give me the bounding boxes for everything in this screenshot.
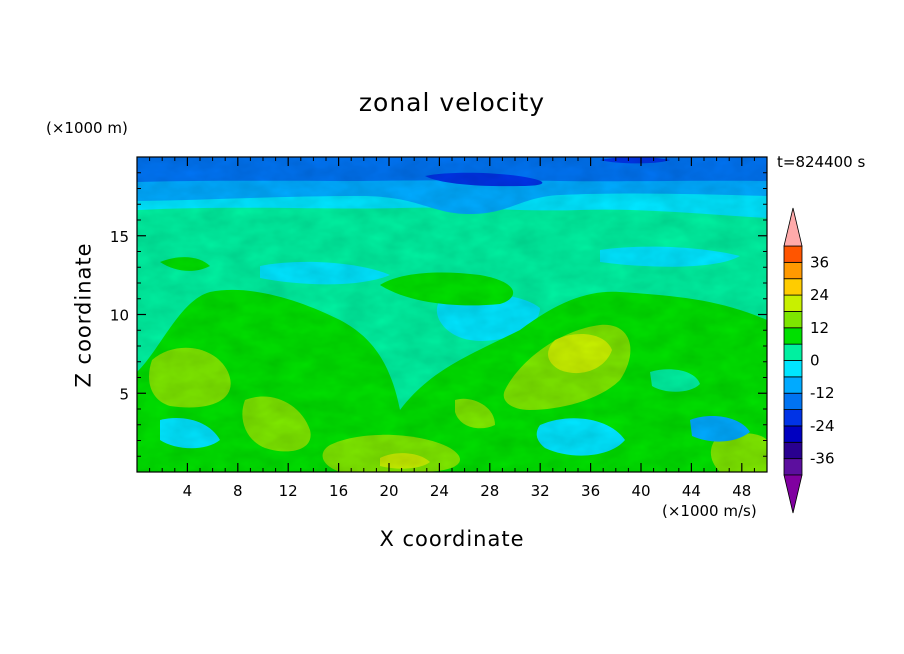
x-tick-label: 12 [279,482,298,500]
y-axis-unit: (×1000 m) [46,119,128,137]
colorbar-segment [783,294,803,312]
colorbar-under-arrow [783,474,803,514]
colorbar-segment [783,441,803,460]
colorbar-tick-label: -36 [810,450,835,468]
x-tick-label: 48 [732,482,751,500]
x-tick-label: 8 [233,482,243,500]
colorbar-segment [783,425,803,443]
x-tick-label: 20 [379,482,398,500]
y-tick-label: 10 [110,307,129,325]
colorbar-segment [783,245,803,263]
x-tick-label: 36 [581,482,600,500]
colorbar-segment [783,261,803,280]
colorbar-segment [783,343,803,361]
y-tick-label: 5 [119,385,129,403]
colorbar-over-arrow [783,207,803,247]
y-axis: 5 10 15 [110,172,767,457]
colorbar: -36 -24 -12 0 12 24 36 [783,207,835,514]
x-tick-label: 32 [531,482,550,500]
contour-field [137,157,767,472]
colorbar-tick-label: 36 [810,253,829,271]
chart-title: zonal velocity [358,88,546,117]
colorbar-segment [783,311,803,329]
x-tick-label: 40 [631,482,650,500]
colorbar-tick-label: 0 [810,352,820,370]
colorbar-tick-label: -12 [810,384,835,402]
y-tick-label: 15 [110,228,129,246]
x-tick-label: 16 [329,482,348,500]
colorbar-segment [783,327,803,345]
x-tick-label: 28 [480,482,499,500]
colorbar-segment [783,278,803,296]
colorbar-segment [783,409,803,427]
colorbar-tick-label: -24 [810,417,835,435]
x-axis-label: X coordinate [379,527,525,551]
colorbar-tick-label: 24 [810,286,829,304]
colorbar-segment [783,392,803,410]
x-tick-label: 44 [682,482,701,500]
colorbar-segment [783,376,803,394]
colorbar-segment [783,360,803,378]
x-axis-unit: (×1000 m/s) [662,502,757,520]
x-tick-label: 24 [430,482,449,500]
x-tick-label: 4 [183,482,193,500]
colorbar-tick-label: 12 [810,319,829,337]
x-axis: 4 8 12 16 20 24 28 32 36 40 44 48 [149,157,755,500]
time-label: t=824400 s [777,153,866,171]
colorbar-segment [783,458,803,476]
